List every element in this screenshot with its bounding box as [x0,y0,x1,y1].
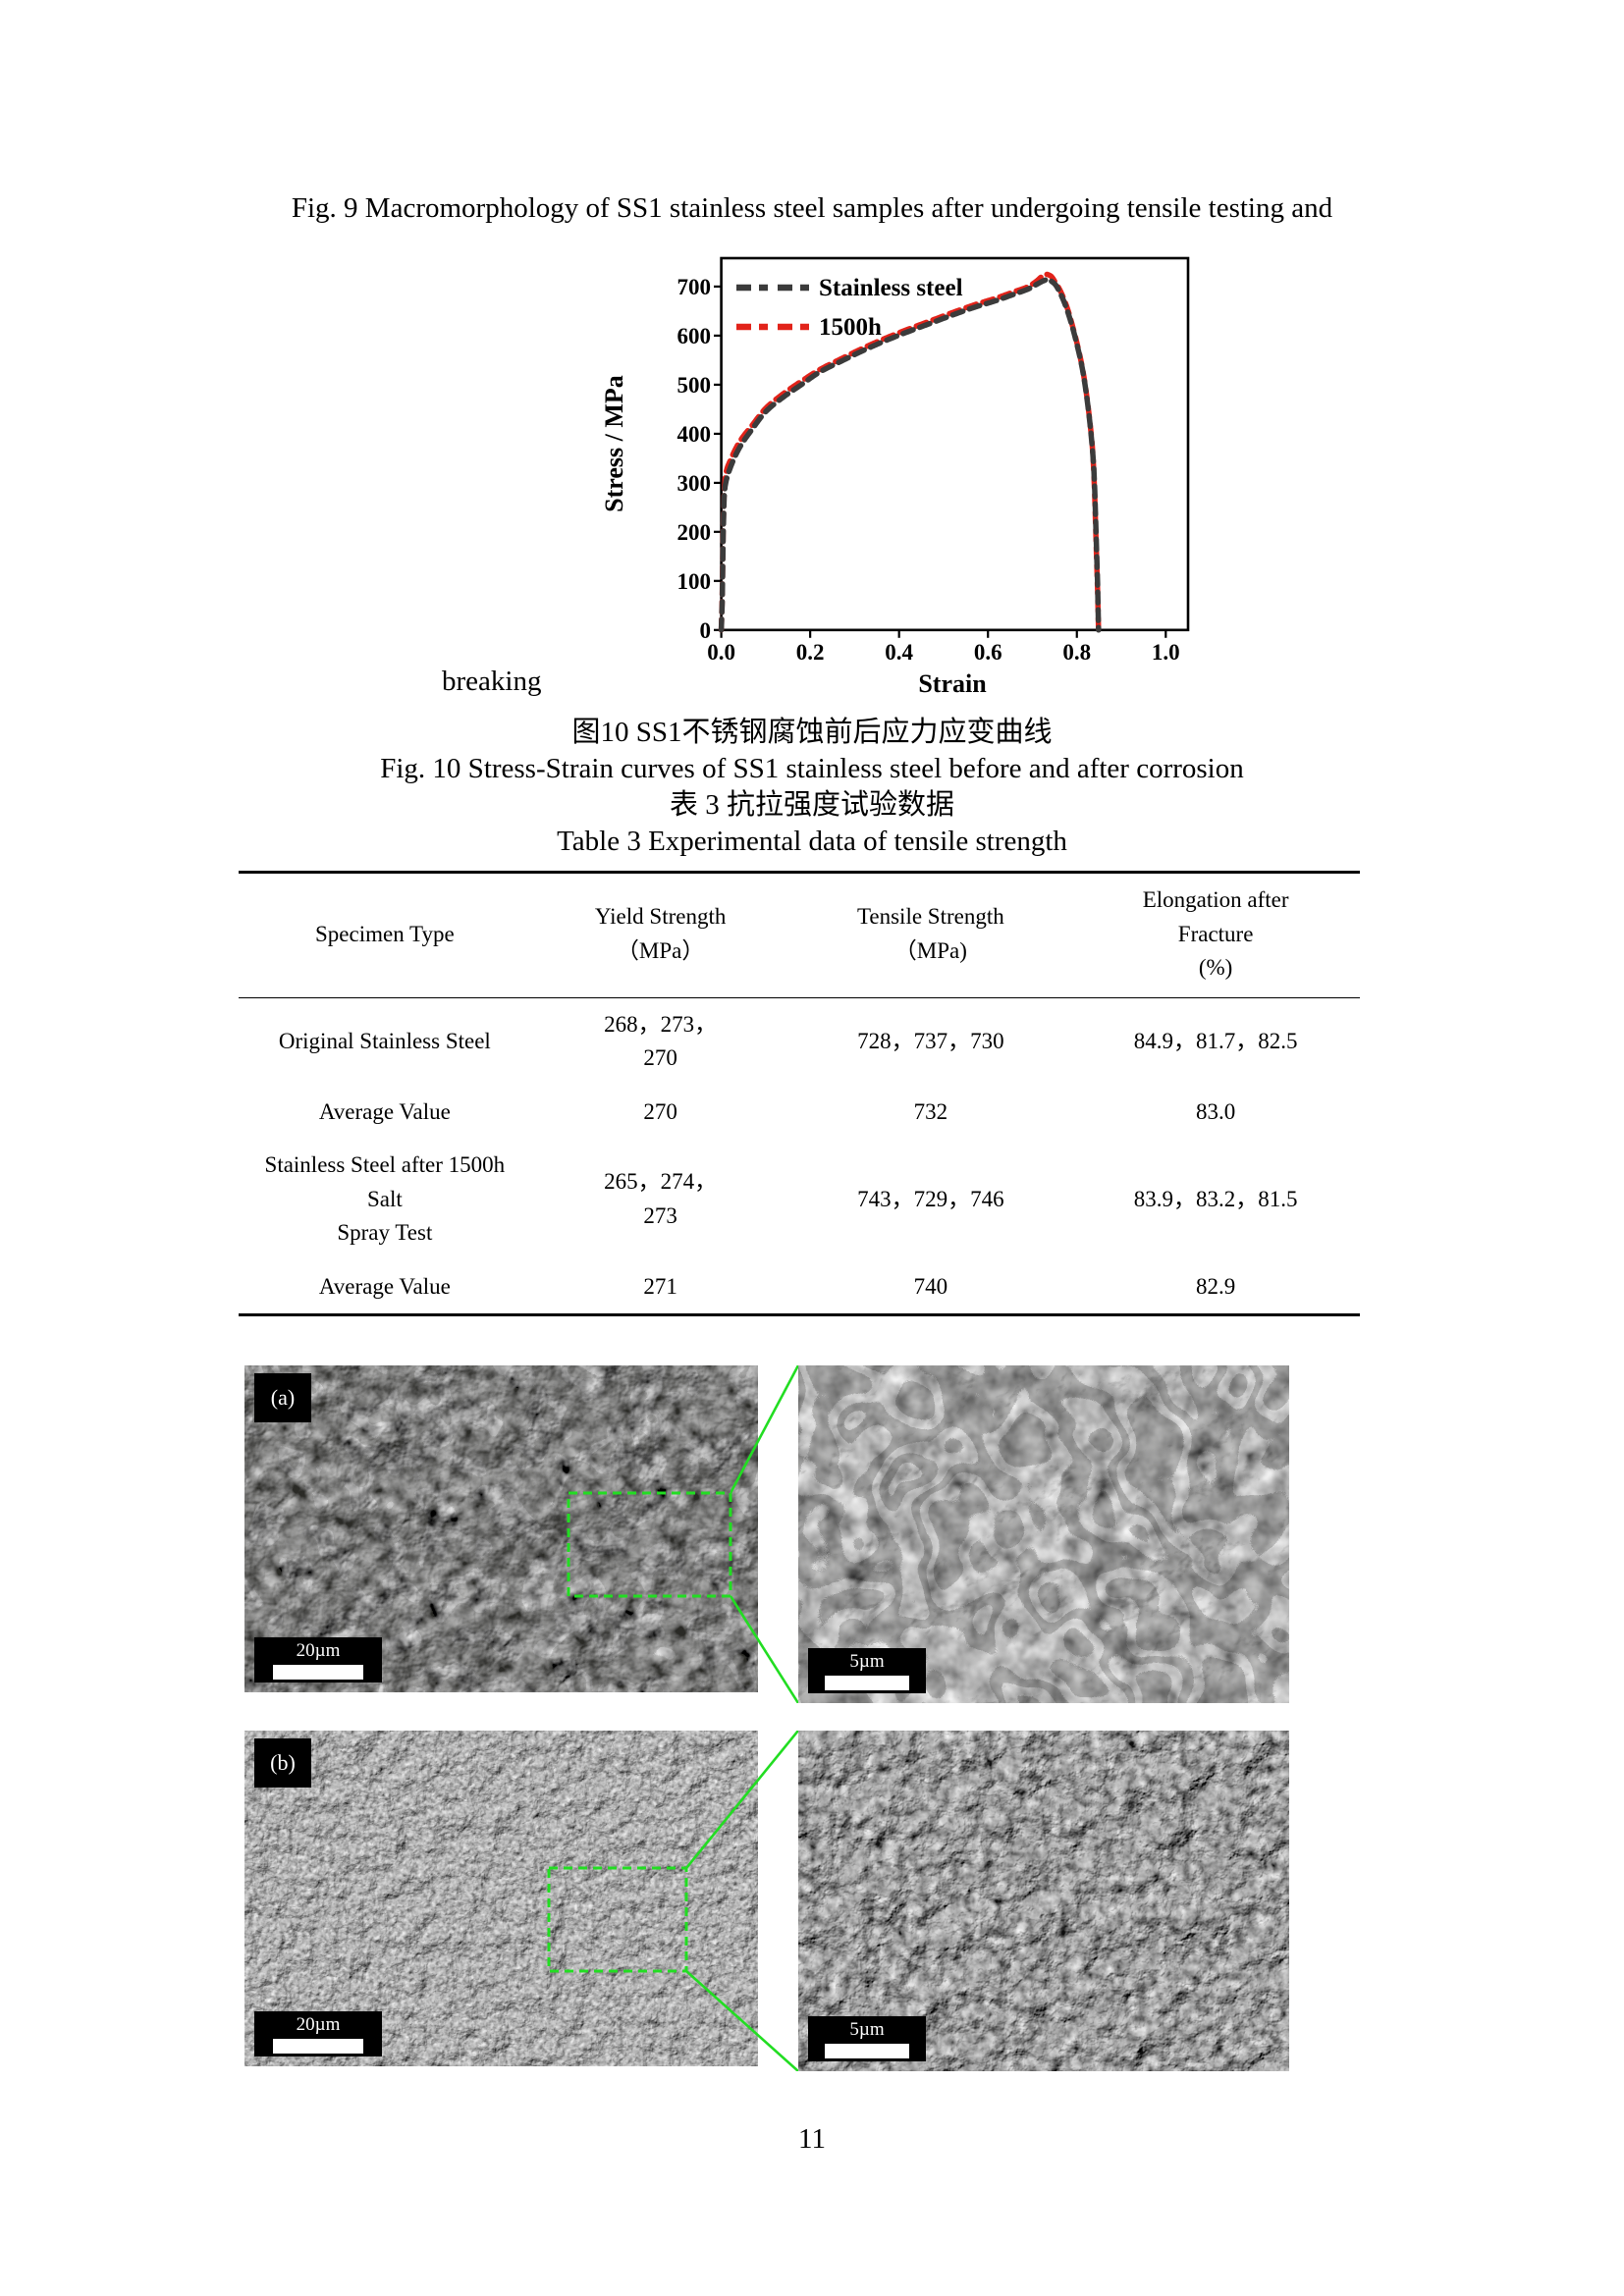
svg-text:400: 400 [677,422,712,447]
svg-text:0.6: 0.6 [974,640,1002,665]
svg-text:Stress / MPa: Stress / MPa [600,375,628,512]
svg-text:0.8: 0.8 [1062,640,1091,665]
svg-text:0.2: 0.2 [796,640,825,665]
svg-text:Stainless steel: Stainless steel [819,275,963,301]
svg-text:100: 100 [677,569,712,594]
svg-text:0.0: 0.0 [707,640,735,665]
svg-text:1500h: 1500h [819,314,882,341]
svg-text:300: 300 [677,471,712,496]
svg-text:200: 200 [677,520,712,545]
svg-text:1.0: 1.0 [1152,640,1180,665]
svg-text:500: 500 [677,373,712,398]
svg-text:Strain: Strain [918,669,987,698]
svg-text:600: 600 [677,324,712,348]
svg-text:0.4: 0.4 [885,640,913,665]
svg-text:700: 700 [677,275,712,299]
